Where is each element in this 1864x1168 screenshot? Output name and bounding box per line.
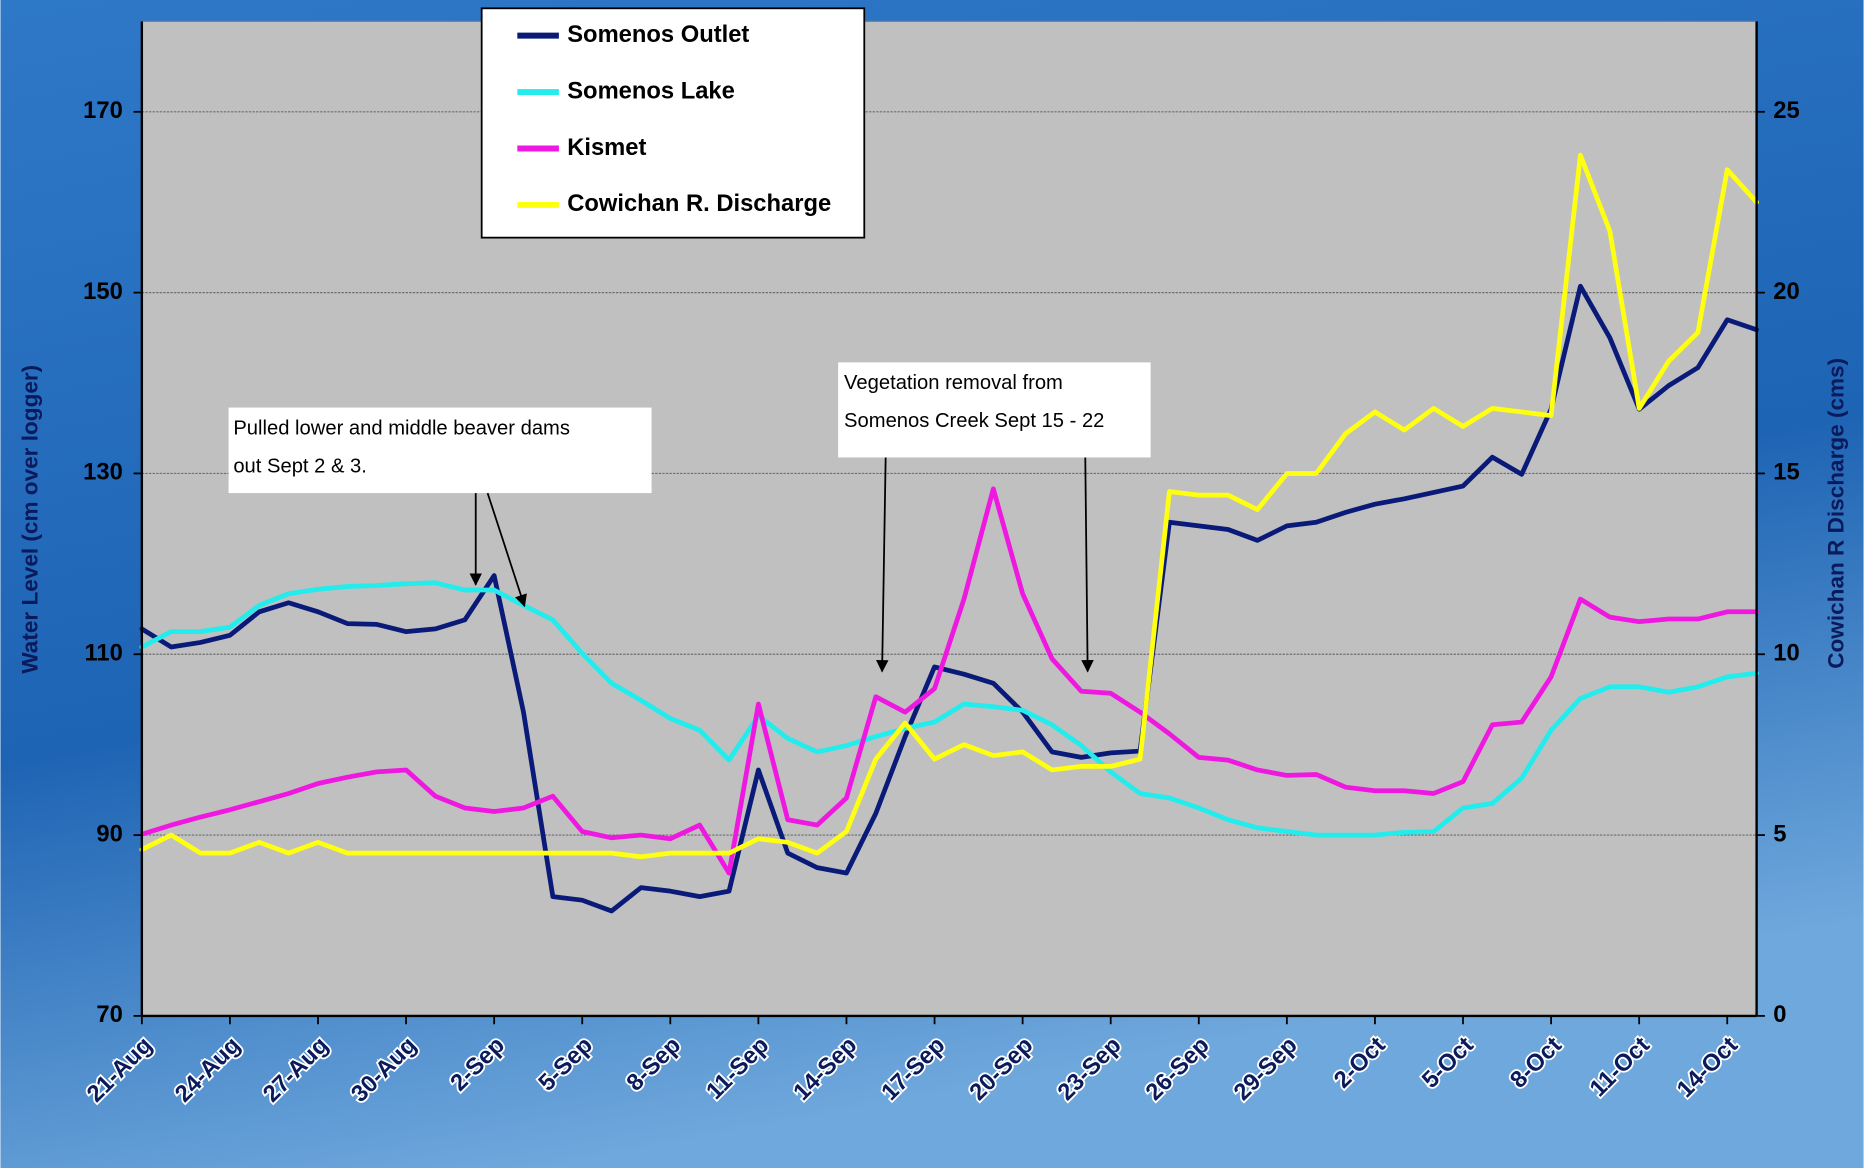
y2-tick-label: 15	[1773, 459, 1799, 486]
legend-label: Somenos Outlet	[567, 21, 749, 48]
y-tick-label: 150	[83, 278, 123, 305]
legend-label: Kismet	[567, 134, 646, 161]
y-tick-label: 110	[85, 640, 123, 667]
annotation-text: Pulled lower and middle beaver dams	[233, 417, 570, 439]
chart: Water Level (cm over logger) Cowichan R …	[0, 0, 1864, 1168]
y2-tick-label: 10	[1773, 640, 1799, 667]
legend-label: Cowichan R. Discharge	[567, 190, 831, 217]
y-axis-title: Water Level (cm over logger)	[17, 365, 42, 674]
annotation-text: out Sept 2 & 3.	[233, 455, 367, 477]
y-tick-label: 170	[83, 97, 123, 124]
y-tick-label: 90	[96, 820, 122, 847]
annotation-text: Somenos Creek Sept 15 - 22	[844, 410, 1104, 432]
y2-tick-label: 5	[1773, 820, 1786, 847]
y-tick-label: 130	[83, 459, 123, 486]
y-tick-label: 70	[96, 1001, 122, 1028]
annotation-text: Vegetation removal from	[844, 372, 1063, 394]
legend-label: Somenos Lake	[567, 77, 735, 104]
y2-axis-title: Cowichan R Discharge (cms)	[1823, 358, 1848, 669]
y2-tick-label: 20	[1773, 278, 1799, 305]
y2-tick-label: 25	[1773, 97, 1799, 124]
y2-tick-label: 0	[1773, 1001, 1786, 1028]
plot-area	[142, 21, 1757, 1016]
